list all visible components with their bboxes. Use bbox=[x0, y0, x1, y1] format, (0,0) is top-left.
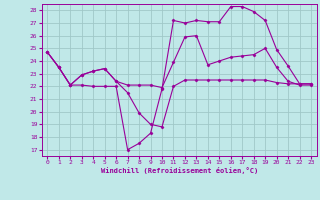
X-axis label: Windchill (Refroidissement éolien,°C): Windchill (Refroidissement éolien,°C) bbox=[100, 167, 258, 174]
